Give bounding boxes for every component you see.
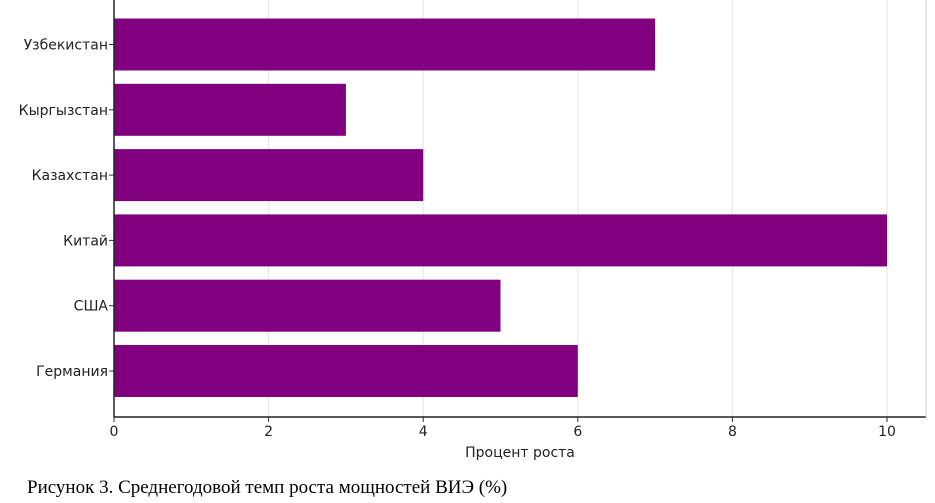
bar-chart: Узбекистан Кыргызстан Казахстан Китай США Гер… (19, 0, 927, 461)
figure-caption: Рисунок 3. Среднегодовой темп роста мощн… (27, 477, 508, 498)
y-tick-label: США (74, 299, 109, 315)
y-tick-label: Германия (36, 364, 108, 380)
x-tick-label: 10 (878, 424, 896, 440)
x-tick-label: 2 (264, 424, 273, 440)
bar (114, 149, 424, 202)
x-tick-label: 0 (110, 424, 119, 440)
bar (114, 83, 346, 136)
x-tick-label: 6 (573, 424, 582, 440)
bar (114, 279, 501, 332)
y-tick-label: Казахстан (32, 168, 108, 184)
x-tick-label: 8 (728, 424, 737, 440)
x-tick-label: 4 (419, 424, 428, 440)
y-tick-label: Кыргызстан (19, 103, 108, 119)
y-tick-labels: Узбекистан Кыргызстан Казахстан Китай США Гер… (19, 38, 109, 381)
axes (109, 0, 927, 422)
y-tick-label: Узбекистан (24, 38, 108, 54)
y-tick-label: Китай (63, 233, 108, 249)
x-axis-title: Процент роста (465, 445, 575, 461)
x-tick-labels: 0 2 4 6 8 10 (110, 424, 896, 440)
bars (114, 18, 887, 397)
bar (114, 18, 656, 71)
bar (114, 345, 578, 397)
bar (114, 214, 887, 267)
